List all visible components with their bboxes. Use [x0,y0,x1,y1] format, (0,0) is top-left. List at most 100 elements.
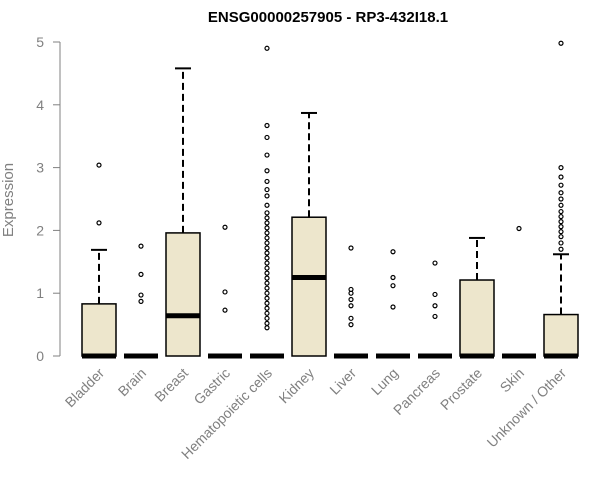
outlier-point [390,304,396,310]
outlier-point [558,240,564,246]
outlier-point [138,243,144,249]
outlier-point [264,220,270,226]
outlier-point [264,325,270,331]
y-tick-label: 3 [36,160,44,176]
x-tick-label: Unknown / Other [484,365,570,451]
chart-title: ENSG00000257905 - RP3-432I18.1 [208,9,448,26]
outlier-point [264,134,270,141]
outlier-point [264,240,270,246]
outlier-point [96,162,102,168]
outlier-point [264,255,270,261]
outlier-point [264,280,270,286]
x-tick-label: Pancreas [390,365,443,418]
outlier-point [348,286,354,293]
outlier-point [264,186,270,193]
outlier-point [264,210,270,216]
outlier-point [264,225,270,231]
outlier-point [558,219,564,225]
outlier-point [264,122,270,129]
outlier-point [348,303,354,309]
outlier-point [264,245,270,251]
boxplot-pancreas [418,260,452,359]
outlier-point [264,295,270,301]
y-tick-label: 1 [36,285,44,301]
x-tick-label: Breast [151,365,191,405]
x-tick-label: Bladder [62,365,108,411]
outlier-point [264,178,270,185]
outlier-point [558,196,564,202]
outlier-point [264,290,270,296]
outlier-point [264,45,270,51]
outlier-point [558,208,564,215]
boxplot-lung [376,249,410,359]
outlier-point [558,202,564,208]
outlier-point [390,283,396,289]
outlier-point [264,265,270,271]
outlier-point [264,315,270,321]
y-tick-label: 2 [36,222,44,238]
outlier-point [264,215,270,221]
y-axis: 0 1 2 3 4 5 [36,34,61,364]
outlier-point [264,193,270,199]
y-tick-label: 5 [36,34,44,50]
outlier-point [516,225,522,232]
outlier-point [432,313,438,320]
x-tick-label: Lung [368,365,401,398]
outlier-point [138,298,144,304]
outlier-point [348,315,354,321]
outlier-point [558,165,564,171]
outlier-point [96,220,102,226]
outlier-point [264,285,270,291]
boxplot-skin [502,225,536,359]
outlier-point [432,260,438,266]
outlier-point [558,182,564,188]
outlier-point [558,229,564,235]
x-tick-label: Kidney [276,365,318,407]
outlier-point [390,249,396,255]
y-tick-label: 0 [36,348,44,364]
outlier-point [264,235,270,241]
x-tick-label: Liver [326,365,359,398]
outlier-point [264,152,270,158]
outlier-point [558,224,564,230]
outlier-point [138,292,144,298]
outlier-point [264,168,270,174]
box [165,232,201,357]
boxplot-kidney [291,111,327,357]
outlier-point [558,213,564,220]
box [291,216,327,357]
outlier-point [558,234,564,240]
outlier-point [264,260,270,266]
box [459,279,495,357]
outlier-point [222,307,228,313]
outlier-point [138,271,144,277]
x-tick-label: Brain [115,365,149,399]
outlier-point [348,296,354,303]
boxplots [81,40,579,359]
outlier-point [264,320,270,326]
box [543,313,579,357]
outlier-point [390,274,396,281]
outlier-point [348,322,354,328]
outlier-point [264,202,270,208]
x-tick-label: Prostate [437,365,485,413]
outlier-point [264,310,270,316]
boxplot-bladder [81,162,117,359]
outlier-point [432,303,438,309]
outlier-point [264,230,270,236]
outlier-point [432,291,438,298]
outlier-point [558,190,564,196]
outlier-point [558,174,564,180]
boxplot-unknown-other [543,40,579,359]
x-tick-label: Skin [497,365,528,396]
outlier-point [264,305,270,311]
boxplot-hematopoietic-cells [250,45,284,359]
outlier-point [558,40,564,46]
outlier-point [264,250,270,256]
outlier-point [348,245,354,251]
outlier-point [264,300,270,306]
boxplot-breast [165,67,201,357]
boxplot-prostate [459,236,495,359]
